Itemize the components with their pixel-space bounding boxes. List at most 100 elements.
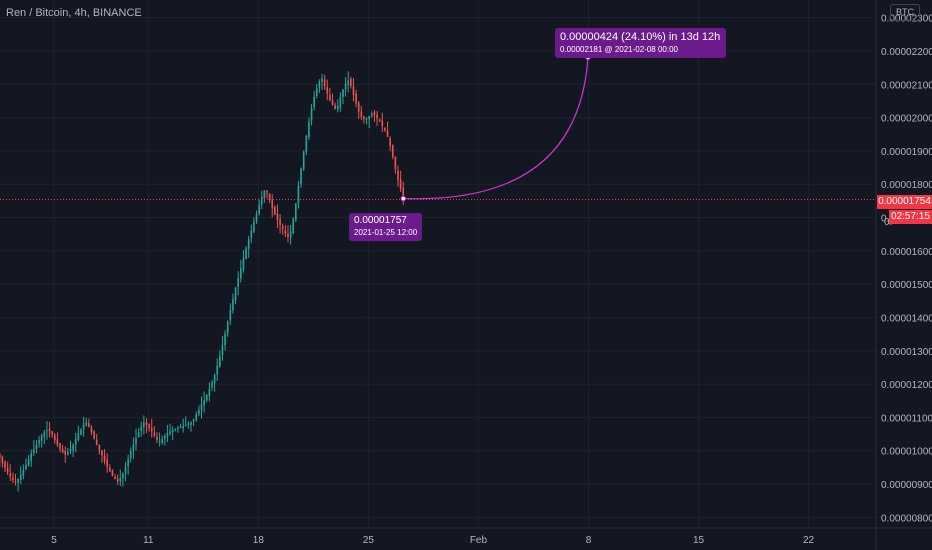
- x-tick-label: 25: [363, 535, 375, 546]
- candle-body: [315, 88, 318, 97]
- candle-body: [292, 219, 295, 234]
- y-tick-label: 0.00001300: [881, 347, 932, 358]
- candle-body: [161, 439, 164, 443]
- candle-body: [376, 114, 378, 119]
- candle-body: [232, 299, 234, 311]
- symbol-title[interactable]: Ren / Bitcoin, 4h, BINANCE: [6, 7, 142, 19]
- target-annotation-line1: 0.00000424 (24.10%) in 13d 12h: [560, 31, 721, 43]
- candle-body: [305, 135, 308, 153]
- candle-body: [77, 433, 80, 440]
- x-tick-label: 18: [253, 535, 265, 546]
- candle-body: [22, 470, 25, 476]
- candle-body: [106, 459, 108, 467]
- candle-body: [260, 196, 263, 205]
- candle-body: [127, 459, 129, 467]
- candle-body: [48, 428, 51, 432]
- y-tick-label: 0.00001100: [881, 413, 932, 424]
- candle-body: [35, 444, 38, 450]
- candle-body: [4, 461, 6, 469]
- candle-body: [85, 422, 88, 426]
- candle-body: [224, 333, 226, 346]
- candle-body: [329, 94, 331, 101]
- x-tick-label: 15: [693, 535, 705, 546]
- y-tick-label: 0.00001500: [881, 280, 932, 291]
- candle-body: [195, 414, 198, 420]
- candle-body: [360, 111, 363, 117]
- y-tick-label: 0.00001400: [881, 313, 932, 324]
- y-tick-label: 0.00001900: [881, 147, 932, 158]
- y-tick-label: 0.00002200: [881, 47, 932, 58]
- current-annotation-line1: 0.00001757: [354, 215, 407, 226]
- candle-body: [9, 473, 12, 477]
- candle-body: [145, 422, 148, 425]
- candle-body: [12, 477, 14, 481]
- candle-body: [397, 170, 399, 181]
- y-tick-label: 0.00001800: [881, 180, 932, 191]
- candle-body: [33, 449, 35, 453]
- candle-body: [326, 86, 329, 94]
- candle-body: [284, 230, 287, 234]
- candle-body: [192, 419, 195, 422]
- y-tick-label: 0.00000800: [881, 513, 932, 524]
- y-tick-label: 0.00002300: [881, 14, 932, 25]
- candle-body: [226, 321, 229, 334]
- currency-button[interactable]: BTC: [890, 4, 920, 21]
- grid: [0, 0, 876, 528]
- current-annotation: 0.00001757 2021-01-25 12:00: [349, 213, 423, 241]
- partial-price-label: 0.: [884, 217, 892, 228]
- candle-body: [17, 479, 19, 483]
- candle-body: [25, 464, 27, 470]
- candle-body: [103, 455, 106, 462]
- candle-body: [279, 219, 281, 225]
- candle-body: [297, 185, 300, 204]
- candle-body: [46, 430, 48, 432]
- target-annotation-line2: 0.00002181 @ 2021-02-08 00:00: [560, 45, 678, 54]
- candle-body: [111, 470, 114, 476]
- candle-body: [90, 427, 93, 433]
- candle-body: [101, 450, 103, 456]
- candle-body: [56, 439, 59, 445]
- candle-body: [391, 145, 394, 157]
- candle-body: [88, 423, 90, 427]
- candle-body: [53, 435, 56, 441]
- candle-body: [381, 120, 384, 126]
- candle-body: [239, 268, 242, 279]
- candle-body: [171, 430, 174, 432]
- candle-body: [255, 213, 258, 222]
- candle-body: [242, 258, 245, 270]
- projection-overlay: [0, 54, 876, 202]
- candle-body: [80, 429, 82, 435]
- candle-body: [174, 429, 177, 431]
- candlestick-series: [0, 71, 405, 492]
- y-tick-label: 0.00001000: [881, 447, 932, 458]
- candle-body: [237, 278, 239, 287]
- candle-body: [129, 451, 132, 458]
- candle-body: [350, 78, 352, 86]
- candle-body: [114, 476, 116, 480]
- candle-body: [61, 448, 64, 453]
- target-annotation: 0.00000424 (24.10%) in 13d 12h 0.0000218…: [555, 28, 727, 58]
- candle-body: [1, 456, 4, 464]
- candle-body: [27, 459, 30, 466]
- bar-countdown-tag: 02:57:15: [889, 210, 932, 224]
- candle-body: [40, 435, 43, 441]
- candle-body: [318, 81, 321, 88]
- candle-body: [98, 445, 101, 451]
- candle-body: [310, 108, 313, 121]
- candle-body: [74, 439, 77, 445]
- candle-body: [402, 187, 405, 199]
- candle-body: [274, 206, 276, 215]
- candle-body: [64, 450, 67, 455]
- candle-body: [0, 453, 1, 459]
- candle-body: [313, 96, 315, 107]
- candle-body: [200, 404, 203, 410]
- candle-body: [308, 121, 310, 138]
- y-tick-label: 0.00001600: [881, 247, 932, 258]
- candle-body: [14, 481, 17, 483]
- candle-body: [289, 231, 292, 239]
- candle-body: [67, 452, 69, 455]
- candle-body: [150, 428, 153, 432]
- candle-body: [266, 190, 268, 193]
